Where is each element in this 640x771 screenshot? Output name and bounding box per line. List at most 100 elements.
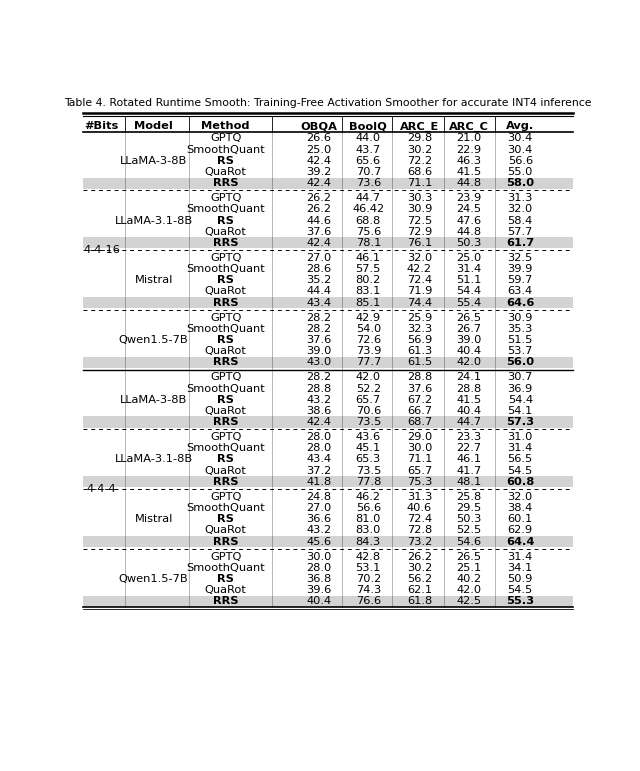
Text: LLaMA-3-8B: LLaMA-3-8B: [120, 395, 188, 405]
Text: LLaMA-3.1-8B: LLaMA-3.1-8B: [115, 216, 193, 226]
Text: SmoothQuant: SmoothQuant: [186, 563, 265, 573]
Text: 54.5: 54.5: [508, 585, 533, 595]
Text: SmoothQuant: SmoothQuant: [186, 384, 265, 393]
Text: ARC_C: ARC_C: [449, 121, 489, 132]
Text: RRS: RRS: [213, 357, 239, 367]
Text: 41.8: 41.8: [306, 476, 332, 487]
Text: 42.4: 42.4: [306, 178, 332, 188]
Text: SmoothQuant: SmoothQuant: [186, 204, 265, 214]
Text: 39.2: 39.2: [306, 167, 332, 177]
Text: 43.2: 43.2: [306, 395, 332, 405]
Text: 46.42: 46.42: [352, 204, 385, 214]
Text: ARC_E: ARC_E: [400, 121, 439, 132]
Text: 43.0: 43.0: [306, 357, 332, 367]
Text: 48.1: 48.1: [456, 476, 482, 487]
Text: 23.3: 23.3: [456, 433, 482, 442]
Text: 64.6: 64.6: [506, 298, 534, 308]
Text: 57.7: 57.7: [508, 227, 533, 237]
Text: 35.3: 35.3: [508, 324, 533, 334]
Text: 44.7: 44.7: [356, 194, 381, 204]
Bar: [83, 297, 573, 308]
Text: 68.8: 68.8: [356, 216, 381, 226]
Text: 32.0: 32.0: [508, 492, 533, 502]
Text: QuaRot: QuaRot: [205, 406, 246, 416]
Text: 24.5: 24.5: [456, 204, 482, 214]
Text: 40.6: 40.6: [407, 503, 432, 513]
Text: 61.7: 61.7: [506, 238, 534, 248]
Text: 51.1: 51.1: [456, 275, 482, 285]
Text: 42.0: 42.0: [456, 585, 482, 595]
Text: 28.8: 28.8: [306, 384, 332, 393]
Text: Avg.: Avg.: [506, 121, 534, 131]
Text: 42.4: 42.4: [306, 417, 332, 427]
Bar: [83, 416, 573, 428]
Text: 30.0: 30.0: [306, 551, 332, 561]
Text: 32.0: 32.0: [407, 253, 432, 263]
Text: 77.7: 77.7: [356, 357, 381, 367]
Text: 45.6: 45.6: [306, 537, 332, 547]
Text: 40.2: 40.2: [456, 574, 482, 584]
Text: SmoothQuant: SmoothQuant: [186, 324, 265, 334]
Text: 26.2: 26.2: [306, 204, 332, 214]
Text: 28.0: 28.0: [306, 443, 332, 453]
Text: 38.6: 38.6: [306, 406, 332, 416]
Text: Qwen1.5-7B: Qwen1.5-7B: [119, 574, 188, 584]
Text: 57.3: 57.3: [506, 417, 534, 427]
Bar: [83, 237, 573, 248]
Text: 44.8: 44.8: [456, 178, 482, 188]
Text: 43.6: 43.6: [356, 433, 381, 442]
Text: 28.0: 28.0: [306, 563, 332, 573]
Text: 70.7: 70.7: [356, 167, 381, 177]
Text: GPTQ: GPTQ: [210, 313, 241, 323]
Text: 37.6: 37.6: [306, 227, 332, 237]
Text: 41.5: 41.5: [456, 167, 482, 177]
Text: 73.9: 73.9: [356, 346, 381, 356]
Text: 83.0: 83.0: [356, 525, 381, 535]
Text: 81.0: 81.0: [356, 514, 381, 524]
Text: 26.5: 26.5: [456, 313, 482, 323]
Text: 30.4: 30.4: [508, 145, 533, 155]
Text: 71.9: 71.9: [407, 287, 432, 297]
Text: 61.8: 61.8: [407, 596, 432, 606]
Text: 55.0: 55.0: [508, 167, 533, 177]
Text: 50.3: 50.3: [456, 238, 482, 248]
Text: RRS: RRS: [213, 537, 239, 547]
Text: 73.6: 73.6: [356, 178, 381, 188]
Text: 46.1: 46.1: [356, 253, 381, 263]
Text: 31.4: 31.4: [456, 264, 482, 274]
Text: 71.1: 71.1: [407, 454, 432, 464]
Text: 72.2: 72.2: [407, 156, 432, 166]
Text: 28.2: 28.2: [306, 324, 332, 334]
Text: 30.2: 30.2: [407, 145, 432, 155]
Text: 28.0: 28.0: [306, 433, 332, 442]
Text: 41.5: 41.5: [456, 395, 482, 405]
Text: RRS: RRS: [213, 298, 239, 308]
Text: 68.6: 68.6: [407, 167, 432, 177]
Text: 25.1: 25.1: [456, 563, 482, 573]
Text: 61.5: 61.5: [407, 357, 432, 367]
Text: 22.9: 22.9: [456, 145, 482, 155]
Text: GPTQ: GPTQ: [210, 433, 241, 442]
Text: 31.3: 31.3: [508, 194, 533, 204]
Text: RRS: RRS: [213, 476, 239, 487]
Text: RS: RS: [217, 335, 234, 345]
Text: 64.4: 64.4: [506, 537, 534, 547]
Text: GPTQ: GPTQ: [210, 372, 241, 382]
Text: 42.8: 42.8: [356, 551, 381, 561]
Text: 25.8: 25.8: [456, 492, 482, 502]
Text: 28.2: 28.2: [306, 313, 332, 323]
Text: 46.3: 46.3: [456, 156, 482, 166]
Text: 55.4: 55.4: [456, 298, 482, 308]
Text: 72.8: 72.8: [407, 525, 432, 535]
Text: 32.5: 32.5: [508, 253, 533, 263]
Text: 30.3: 30.3: [407, 194, 432, 204]
Text: 65.3: 65.3: [356, 454, 381, 464]
Text: 40.4: 40.4: [456, 406, 482, 416]
Text: 60.8: 60.8: [506, 476, 534, 487]
Text: 76.6: 76.6: [356, 596, 381, 606]
Text: 26.5: 26.5: [456, 551, 482, 561]
Text: 29.8: 29.8: [407, 133, 432, 143]
Text: 32.0: 32.0: [508, 204, 533, 214]
Text: 66.7: 66.7: [407, 406, 432, 416]
Text: 74.3: 74.3: [356, 585, 381, 595]
